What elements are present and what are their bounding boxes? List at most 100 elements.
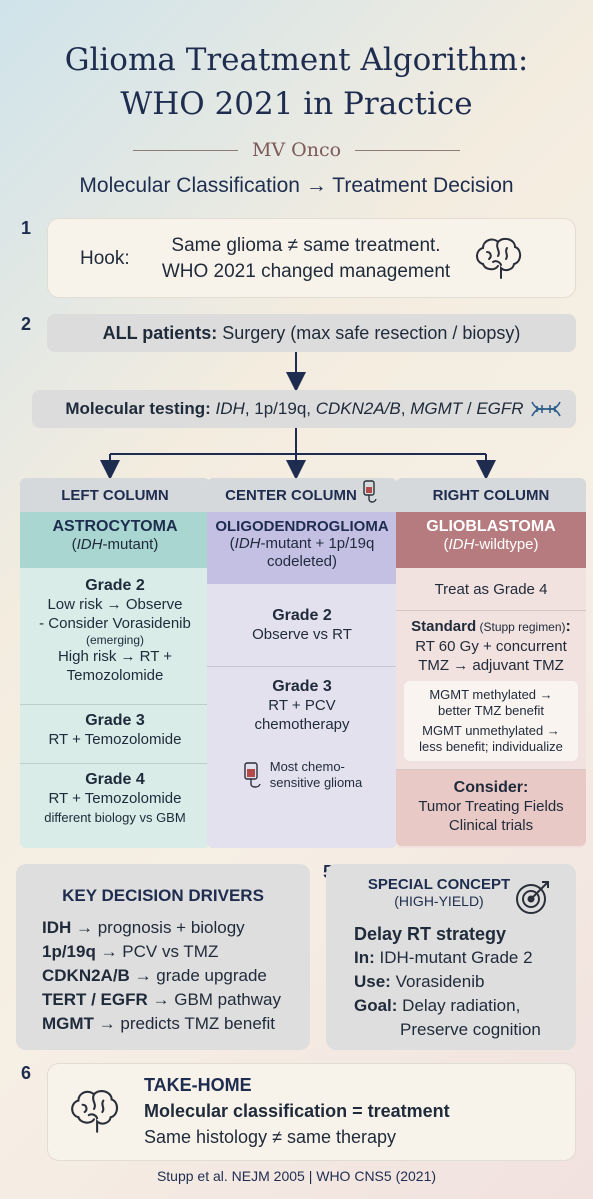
flow-arrows: [100, 352, 496, 480]
brain-icon: [71, 1090, 119, 1133]
driver-item: TERT / EGFR → GBM pathway: [42, 988, 310, 1012]
astro-g2-title: Grade 2: [85, 577, 145, 594]
molecular-bold: Molecular testing:: [65, 399, 211, 418]
concept-subtitle: (HIGH-YIELD): [394, 893, 484, 909]
astro-g3-line1: RT + Temozolomide: [48, 731, 182, 748]
oligo-g2-title: Grade 2: [272, 607, 332, 624]
brand-name: MV Onco: [251, 139, 342, 161]
gbm-consider-line2: Clinical trials: [448, 817, 534, 834]
driver-text: → GBM pathway: [147, 990, 282, 1009]
astrocytoma-subtitle: (IDH-mutant): [71, 536, 159, 553]
hook-line-2: WHO 2021 changed management: [161, 261, 451, 282]
oligo-grade-2: Grade 2 Observe vs RT: [207, 584, 397, 666]
molecular-testing-box: Molecular testing: IDH, 1p/19q, CDKN2A/B…: [32, 390, 576, 428]
molecular-sep: ,: [400, 399, 411, 418]
target-icon: [516, 881, 549, 914]
hook-text: Same glioma ≠ same treatment. WHO 2021 c…: [146, 233, 466, 285]
astro-g2-line4: High risk → RT +: [57, 648, 173, 665]
concept-title: SPECIAL CONCEPT: [367, 876, 511, 893]
divider: [20, 763, 210, 764]
molecular-slash: /: [462, 399, 477, 418]
gbm-std-line2: TMZ → adjuvant TMZ: [418, 657, 564, 674]
mgmt-line2: better TMZ benefit: [438, 703, 544, 718]
concept-goal-2: Preserve cognition: [400, 1020, 541, 1039]
oligo-g2-line1: Observe vs RT: [252, 626, 352, 643]
astro-grade-3: Grade 3 RT + Temozolomide: [20, 705, 210, 763]
oligo-grade-3: Grade 3 RT + PCV chemotherapy: [207, 667, 397, 749]
molecular-mid: , 1p/19q,: [244, 399, 316, 418]
astro-g4-title: Grade 4: [85, 771, 145, 788]
driver-key: MGMT: [42, 1014, 94, 1033]
driver-item: MGMT → predicts TMZ benefit: [42, 1012, 310, 1036]
glioblastoma-column: RIGHT COLUMN GLIOBLASTOMA (IDH-wildtype)…: [396, 478, 586, 848]
driver-key: CDKN2A/B: [42, 966, 130, 985]
brand-row: MV Onco: [0, 138, 593, 162]
subtitle: Molecular Classification → Treatment Dec…: [79, 174, 514, 197]
dna-icon: [530, 401, 561, 417]
key-decision-drivers: KEY DECISION DRIVERS IDH → prognosis + b…: [16, 864, 310, 1050]
oligo-note-text: Most chemo- sensitive glioma: [270, 759, 363, 791]
gbm-standard: Standard (Stupp regimen): RT 60 Gy + con…: [396, 611, 586, 675]
oligodendroglioma-band: OLIGODENDROGLIOMA (IDH-mutant + 1p/19q c…: [207, 512, 397, 584]
center-column-header: CENTER COLUMN: [207, 478, 397, 512]
concept-header: SPECIAL CONCEPT (HIGH-YIELD): [364, 876, 514, 909]
driver-key: 1p/19q: [42, 942, 96, 961]
divider-left: [132, 149, 238, 151]
astro-g3-title: Grade 3: [85, 712, 145, 729]
oligo-note-line2: sensitive glioma: [269, 775, 363, 790]
molecular-egfr: EGFR: [476, 399, 524, 418]
concept-use: Use: Vorasidenib: [354, 972, 485, 991]
astro-g4-line1: RT + Temozolomide: [48, 790, 182, 807]
mgmt-line4: less benefit; individualize: [419, 739, 563, 754]
surgery-bold: ALL patients:: [102, 322, 218, 343]
driver-key: TERT / EGFR: [42, 990, 148, 1009]
astro-g2-line5: Temozolomide: [66, 667, 164, 684]
oligo-note-line1: Most chemo-: [269, 759, 345, 774]
take-home-line2: Same histology ≠ same therapy: [144, 1127, 396, 1147]
driver-text: → PCV vs TMZ: [95, 942, 219, 961]
gbm-std-line1: RT 60 Gy + concurrent: [415, 638, 567, 655]
glioblastoma-subtitle: (IDH-wildtype): [443, 536, 539, 553]
drivers-title: KEY DECISION DRIVERS: [62, 886, 264, 905]
divider: [207, 666, 397, 667]
oligodendroglioma-column: CENTER COLUMN OLIGODENDROGLIOMA (IDH-mut…: [207, 478, 397, 848]
driver-item: IDH → prognosis + biology: [42, 916, 310, 940]
surgery-box: ALL patients: Surgery (max safe resectio…: [47, 314, 576, 352]
driver-item: CDKN2A/B → grade upgrade: [42, 964, 310, 988]
astrocytoma-band: ASTROCYTOMA (IDH-mutant): [20, 512, 210, 568]
astro-grade-2: Grade 2 Low risk → Observe - Consider Vo…: [20, 568, 210, 704]
left-column-header: LEFT COLUMN: [20, 478, 210, 512]
concept-heading: Delay RT strategy: [354, 924, 507, 944]
iv-bag-icon: [363, 480, 377, 503]
molecular-cdkn: CDKN2A/B: [315, 399, 401, 418]
oligodendroglioma-subtitle-2: codeleted): [266, 553, 338, 570]
oligo-note: Most chemo- sensitive glioma: [207, 749, 397, 791]
hook-label: Hook:: [80, 248, 130, 269]
glioblastoma-title: GLIOBLASTOMA: [426, 518, 556, 535]
driver-text: → grade upgrade: [129, 966, 267, 985]
astro-g2-line2: - Consider Vorasidenib: [39, 615, 191, 632]
oligodendroglioma-title: OLIGODENDROGLIOMA: [215, 518, 389, 535]
glioblastoma-band: GLIOBLASTOMA (IDH-wildtype): [396, 512, 586, 568]
molecular-idh: IDH: [215, 399, 245, 418]
title-line-2: WHO 2021 in Practice: [120, 86, 473, 122]
oligo-g3-line1: RT + PCV: [268, 697, 336, 714]
gbm-consider: Consider: Tumor Treating Fields Clinical…: [396, 770, 586, 846]
gbm-grade: Treat as Grade 4: [434, 580, 548, 598]
oligo-g3-title: Grade 3: [272, 678, 332, 695]
mgmt-callout: MGMT methylated → better TMZ benefit MGM…: [404, 681, 578, 761]
right-column-header: RIGHT COLUMN: [396, 478, 586, 512]
oligo-g3-line2: chemotherapy: [254, 716, 350, 733]
oligodendroglioma-subtitle: (IDH-mutant + 1p/19q: [229, 535, 375, 552]
astrocytoma-title: ASTROCYTOMA: [52, 518, 178, 535]
step-number-2: 2: [21, 314, 32, 334]
take-home-line1: Molecular classification = treatment: [144, 1101, 450, 1121]
divider: [20, 704, 210, 705]
center-column-header-label: CENTER COLUMN: [225, 486, 357, 504]
astro-g4-line2: different biology vs GBM: [44, 810, 186, 825]
gbm-consider-title: Consider:: [453, 779, 529, 796]
hook-box: Hook: Same glioma ≠ same treatment. WHO …: [47, 218, 576, 298]
divider: [396, 610, 586, 611]
driver-key: IDH: [42, 918, 72, 937]
concept-in: In: IDH-mutant Grade 2: [354, 948, 533, 967]
